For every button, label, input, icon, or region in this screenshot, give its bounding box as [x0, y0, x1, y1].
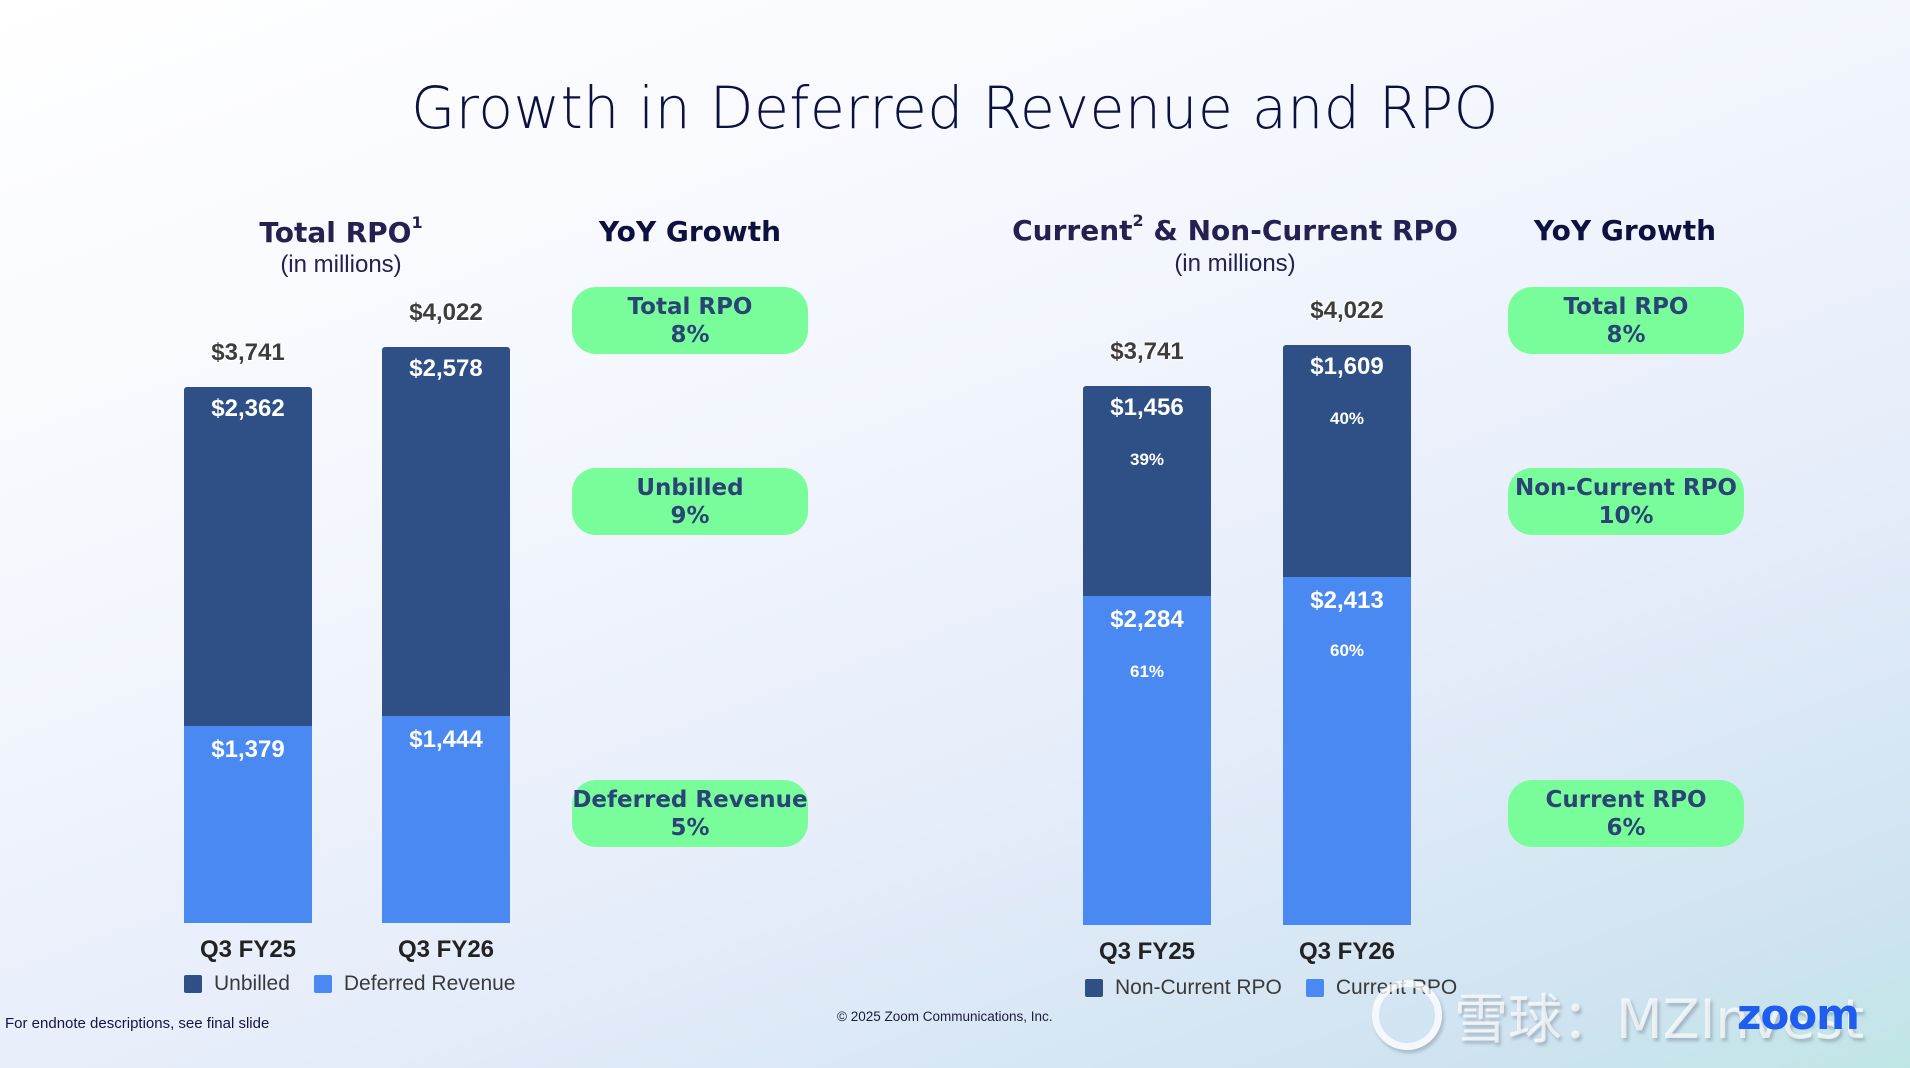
- total-rpo-title-text: Total RPO: [259, 216, 412, 249]
- data-label: $1,609: [1310, 353, 1384, 380]
- legend-label: Deferred Revenue: [343, 972, 516, 995]
- yoy-pill-non-current-rpo: Non-Current RPO 10%: [1508, 468, 1744, 535]
- pill-value: 8%: [670, 321, 710, 348]
- copyright: © 2025 Zoom Communications, Inc.: [837, 1009, 1053, 1024]
- data-label: $1,379: [211, 735, 285, 763]
- endnote-reference: For endnote descriptions, see final slid…: [5, 1015, 270, 1032]
- yoy-pill-unbilled: Unbilled 9%: [572, 468, 808, 535]
- bar-segment-unbilled: $2,578: [382, 347, 510, 717]
- data-label: $1,444: [409, 726, 483, 754]
- left-yoy-title: YoY Growth: [598, 215, 782, 248]
- legend-swatch-unbilled: [184, 975, 202, 993]
- bar-segment-non-current-rpo: $1,456 39%: [1083, 385, 1211, 596]
- total-label: $3,741: [211, 339, 285, 367]
- current-noncurrent-rpo-title: Current2 & Non-Current RPO: [1010, 210, 1460, 247]
- pill-value: 9%: [670, 502, 710, 529]
- watermark-text: 雪球：MZInvest: [1454, 988, 1865, 1051]
- legend-item-deferred-revenue: Deferred Revenue: [313, 972, 516, 996]
- bar-segment-unbilled: $2,362: [184, 387, 312, 726]
- pill-value: 5%: [670, 814, 710, 841]
- yoy-pill-total-rpo-right: Total RPO 8%: [1508, 287, 1744, 354]
- percent-label: 40%: [1329, 409, 1365, 428]
- data-label: $2,362: [211, 395, 285, 423]
- pill-label: Deferred Revenue: [572, 786, 808, 813]
- x-tick-label: Q3 FY26: [397, 936, 495, 963]
- xueqiu-logo-icon: [1372, 979, 1442, 1050]
- bar-segment-current-rpo: $2,413 60%: [1283, 577, 1411, 925]
- legend-swatch-deferred-revenue: [313, 975, 332, 993]
- legend-label: Non-Current RPO: [1115, 976, 1282, 999]
- slide-title: Growth in Deferred Revenue and RPO: [411, 74, 1499, 142]
- data-label: $2,284: [1110, 605, 1184, 633]
- bar-segment-non-current-rpo: $1,609 40%: [1283, 345, 1411, 578]
- bar-segment-deferred-revenue: $1,379: [184, 725, 312, 923]
- right-yoy-title: YoY Growth: [1533, 214, 1717, 247]
- data-label: $1,456: [1110, 393, 1184, 421]
- legend-swatch-non-current-rpo: [1085, 979, 1103, 997]
- pill-value: 8%: [1606, 321, 1646, 348]
- legend-item-unbilled: Unbilled: [184, 972, 290, 996]
- percent-label: 61%: [1129, 661, 1165, 681]
- watermark: 雪球：MZInvest: [1372, 975, 1864, 1054]
- yoy-pill-deferred-revenue: Deferred Revenue 5%: [572, 780, 808, 847]
- endnote-1-marker: 1: [411, 212, 423, 232]
- zoom-logo: zoom: [1737, 990, 1860, 1039]
- noncurrent-title-text: & Non-Current RPO: [1143, 214, 1458, 247]
- x-tick-label: Q3 FY26: [1298, 938, 1396, 965]
- pill-value: 10%: [1598, 502, 1654, 529]
- pill-label: Non-Current RPO: [1514, 474, 1737, 501]
- data-label: $2,413: [1310, 587, 1384, 615]
- pill-label: Unbilled: [636, 474, 744, 501]
- bar-segment-deferred-revenue: $1,444: [382, 716, 510, 923]
- total-label: $3,741: [1110, 337, 1184, 365]
- pill-label: Total RPO: [627, 293, 753, 320]
- yoy-pill-total-rpo: Total RPO 8%: [572, 287, 808, 354]
- total-label: $4,022: [409, 299, 483, 326]
- percent-label: 39%: [1129, 449, 1165, 469]
- yoy-pill-current-rpo: Current RPO 6%: [1508, 780, 1744, 847]
- current-title-text: Current: [1012, 214, 1133, 247]
- total-rpo-title: Total RPO1: [191, 212, 491, 249]
- legend-label: Unbilled: [214, 972, 290, 995]
- legend-swatch-current-rpo: [1305, 979, 1324, 997]
- current-noncurrent-subtitle: (in millions): [1174, 250, 1296, 277]
- data-label: $2,578: [409, 355, 483, 382]
- x-tick-label: Q3 FY25: [1098, 938, 1196, 965]
- total-label: $4,022: [1310, 297, 1384, 324]
- pill-label: Total RPO: [1563, 293, 1689, 320]
- total-rpo-subtitle: (in millions): [280, 251, 402, 278]
- pill-label: Current RPO: [1545, 786, 1707, 813]
- x-tick-label: Q3 FY25: [199, 936, 297, 963]
- percent-label: 60%: [1329, 641, 1365, 661]
- endnote-2-marker: 2: [1132, 210, 1144, 230]
- pill-value: 6%: [1606, 814, 1646, 841]
- legend-item-non-current-rpo: Non-Current RPO: [1085, 976, 1282, 1000]
- bar-segment-current-rpo: $2,284 61%: [1083, 595, 1211, 925]
- total-rpo-legend: Unbilled Deferred Revenue: [184, 972, 540, 996]
